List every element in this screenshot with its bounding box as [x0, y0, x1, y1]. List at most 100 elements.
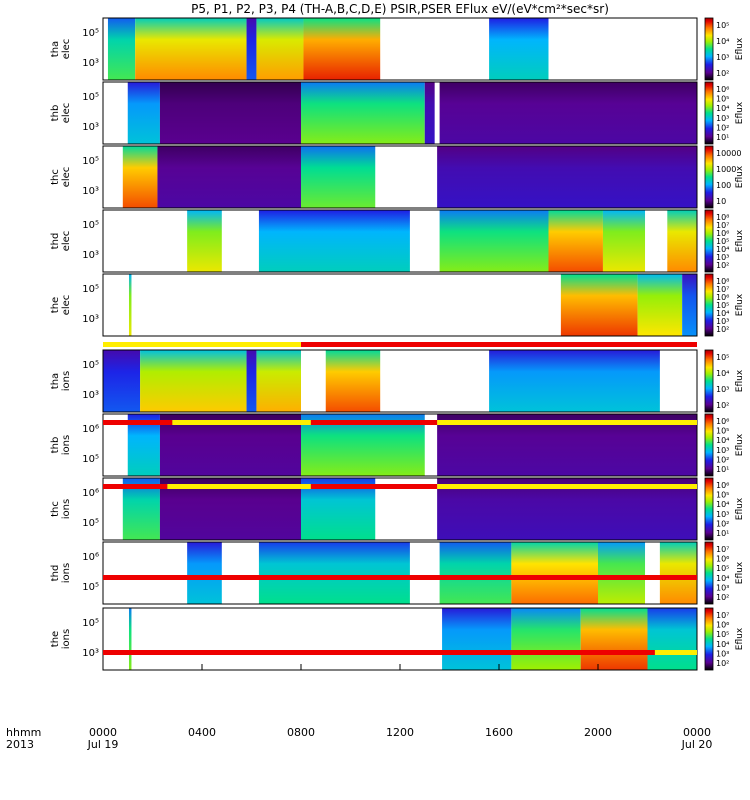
colorbar-tick-label: 10⁸	[716, 213, 729, 222]
spectrogram-segment	[128, 274, 132, 336]
time-tick-date: Jul 20	[681, 738, 713, 751]
colorbar-tick-label: 10⁵	[716, 630, 729, 639]
colorbar-tick-label: 10³	[716, 114, 729, 123]
time-tick-label: 0000	[683, 726, 711, 739]
spectrogram-segment	[424, 82, 435, 144]
colorbar-tha-elec: 10⁵ 10⁴ 10³ 10² Eflux	[704, 17, 745, 81]
colorbar-label: Eflux	[735, 229, 745, 252]
colorbar-label: Eflux	[735, 165, 745, 188]
colorbar-label: Eflux	[735, 561, 745, 584]
y-tick-label: 10⁵	[82, 220, 99, 231]
time-tick-label: 2000	[584, 726, 612, 739]
spectrogram-segment	[439, 82, 697, 144]
y-tick-label: 10⁵	[82, 582, 99, 593]
time-tick-label: 0800	[287, 726, 315, 739]
panel-tha-ions: 10⁵ 10³ tha ions 10⁵ 10⁴ 10³ 10² Eflux	[50, 349, 745, 413]
colorbar-scale	[704, 349, 714, 413]
spectrogram-segment	[489, 18, 549, 80]
panel-ylabel: elec	[61, 231, 72, 252]
colorbar-tick-label: 10⁵	[716, 301, 729, 310]
y-tick-label: 10³	[82, 250, 99, 261]
time-tick-label: 1600	[485, 726, 513, 739]
time-row-label: hhmm	[6, 726, 41, 739]
mode-bar	[103, 420, 697, 425]
time-tick-label: 0400	[188, 726, 216, 739]
spectrogram-segment	[187, 210, 222, 272]
panel-ylabel: elec	[61, 103, 72, 124]
panel-frame	[102, 145, 698, 209]
colorbar-tick-label: 10³	[716, 317, 729, 326]
spectrogram-segment	[647, 608, 697, 670]
time-tick: 1600	[485, 664, 513, 739]
panel-ylabel: ions	[61, 499, 72, 519]
colorbar-label: Eflux	[735, 627, 745, 650]
panel-ylabel: the	[50, 297, 61, 313]
colorbar-tick-label: 10¹	[716, 465, 729, 474]
spectrogram-segment	[301, 82, 425, 144]
colorbar-tick-label: 10⁵	[716, 21, 729, 30]
colorbar-label: Eflux	[735, 101, 745, 124]
colorbar-label: Eflux	[735, 37, 745, 60]
colorbar-scale	[704, 413, 714, 477]
spectrogram-segment	[325, 350, 381, 412]
colorbar-tick-label: 10	[716, 197, 726, 206]
colorbar-label: Eflux	[735, 293, 745, 316]
mode-bar-segment	[167, 484, 311, 489]
panel-ylabel: elec	[61, 167, 72, 188]
colorbar-tick-label: 10⁵	[716, 491, 729, 500]
colorbar-tick-label: 10²	[716, 123, 729, 132]
spectrogram-segment	[246, 18, 257, 80]
colorbar-tick-label: 10⁴	[716, 245, 729, 254]
colorbar-tick-label: 10³	[716, 53, 729, 62]
colorbar-tick-label: 10³	[716, 385, 729, 394]
panel-tha-elec: 10⁵ 10³ tha elec 10⁵ 10⁴ 10³ 10² Eflux	[50, 17, 745, 81]
colorbar-tick-label: 10²	[716, 261, 729, 270]
colorbar-tick-label: 10⁶	[716, 621, 729, 630]
panel-ylabel: thd	[50, 565, 61, 582]
panel-ylabel: elec	[61, 295, 72, 316]
y-tick-label: 10⁵	[82, 284, 99, 295]
spectrogram-segment	[122, 146, 158, 208]
colorbar-tick-label: 10⁷	[716, 545, 729, 554]
spectrogram-segment	[511, 608, 581, 670]
time-tick: 0800	[287, 664, 315, 739]
y-tick-label: 10⁶	[82, 552, 99, 563]
time-tick: 1200	[386, 664, 414, 739]
spectrogram-segment	[511, 542, 598, 604]
spectrogram-segment	[602, 210, 646, 272]
panel-frame	[102, 209, 698, 273]
panel-ylabel: ions	[61, 371, 72, 391]
colorbar-scale	[704, 607, 714, 671]
y-tick-label: 10⁶	[82, 488, 99, 499]
colorbar-scale	[704, 209, 714, 273]
spectrogram-segment	[256, 350, 301, 412]
colorbar-scale	[704, 145, 714, 209]
panel-frame	[102, 273, 698, 337]
time-tick-label: 1200	[386, 726, 414, 739]
panel-ylabel: thd	[50, 233, 61, 250]
panel-thc-elec: 10⁵ 10³ thc elec 10000 1000 100 10 Eflux	[50, 145, 745, 209]
time-tick: 0400	[188, 664, 216, 739]
spectrogram-segment	[548, 210, 603, 272]
y-tick-label: 10⁵	[82, 454, 99, 465]
colorbar-scale	[704, 273, 714, 337]
colorbar-tick-label: 10²	[716, 593, 729, 602]
y-tick-label: 10⁶	[82, 424, 99, 435]
time-tick-label: 0000	[89, 726, 117, 739]
panel-ylabel: thb	[50, 437, 61, 454]
colorbar-tick-label: 10²	[716, 455, 729, 464]
colorbar-scale	[704, 541, 714, 605]
colorbar-tick-label: 10⁵	[716, 564, 729, 573]
colorbar-scale	[704, 477, 714, 541]
mode-bar	[103, 484, 697, 489]
colorbar-tick-label: 100	[716, 181, 731, 190]
colorbar-tick-label: 1000	[716, 165, 736, 174]
